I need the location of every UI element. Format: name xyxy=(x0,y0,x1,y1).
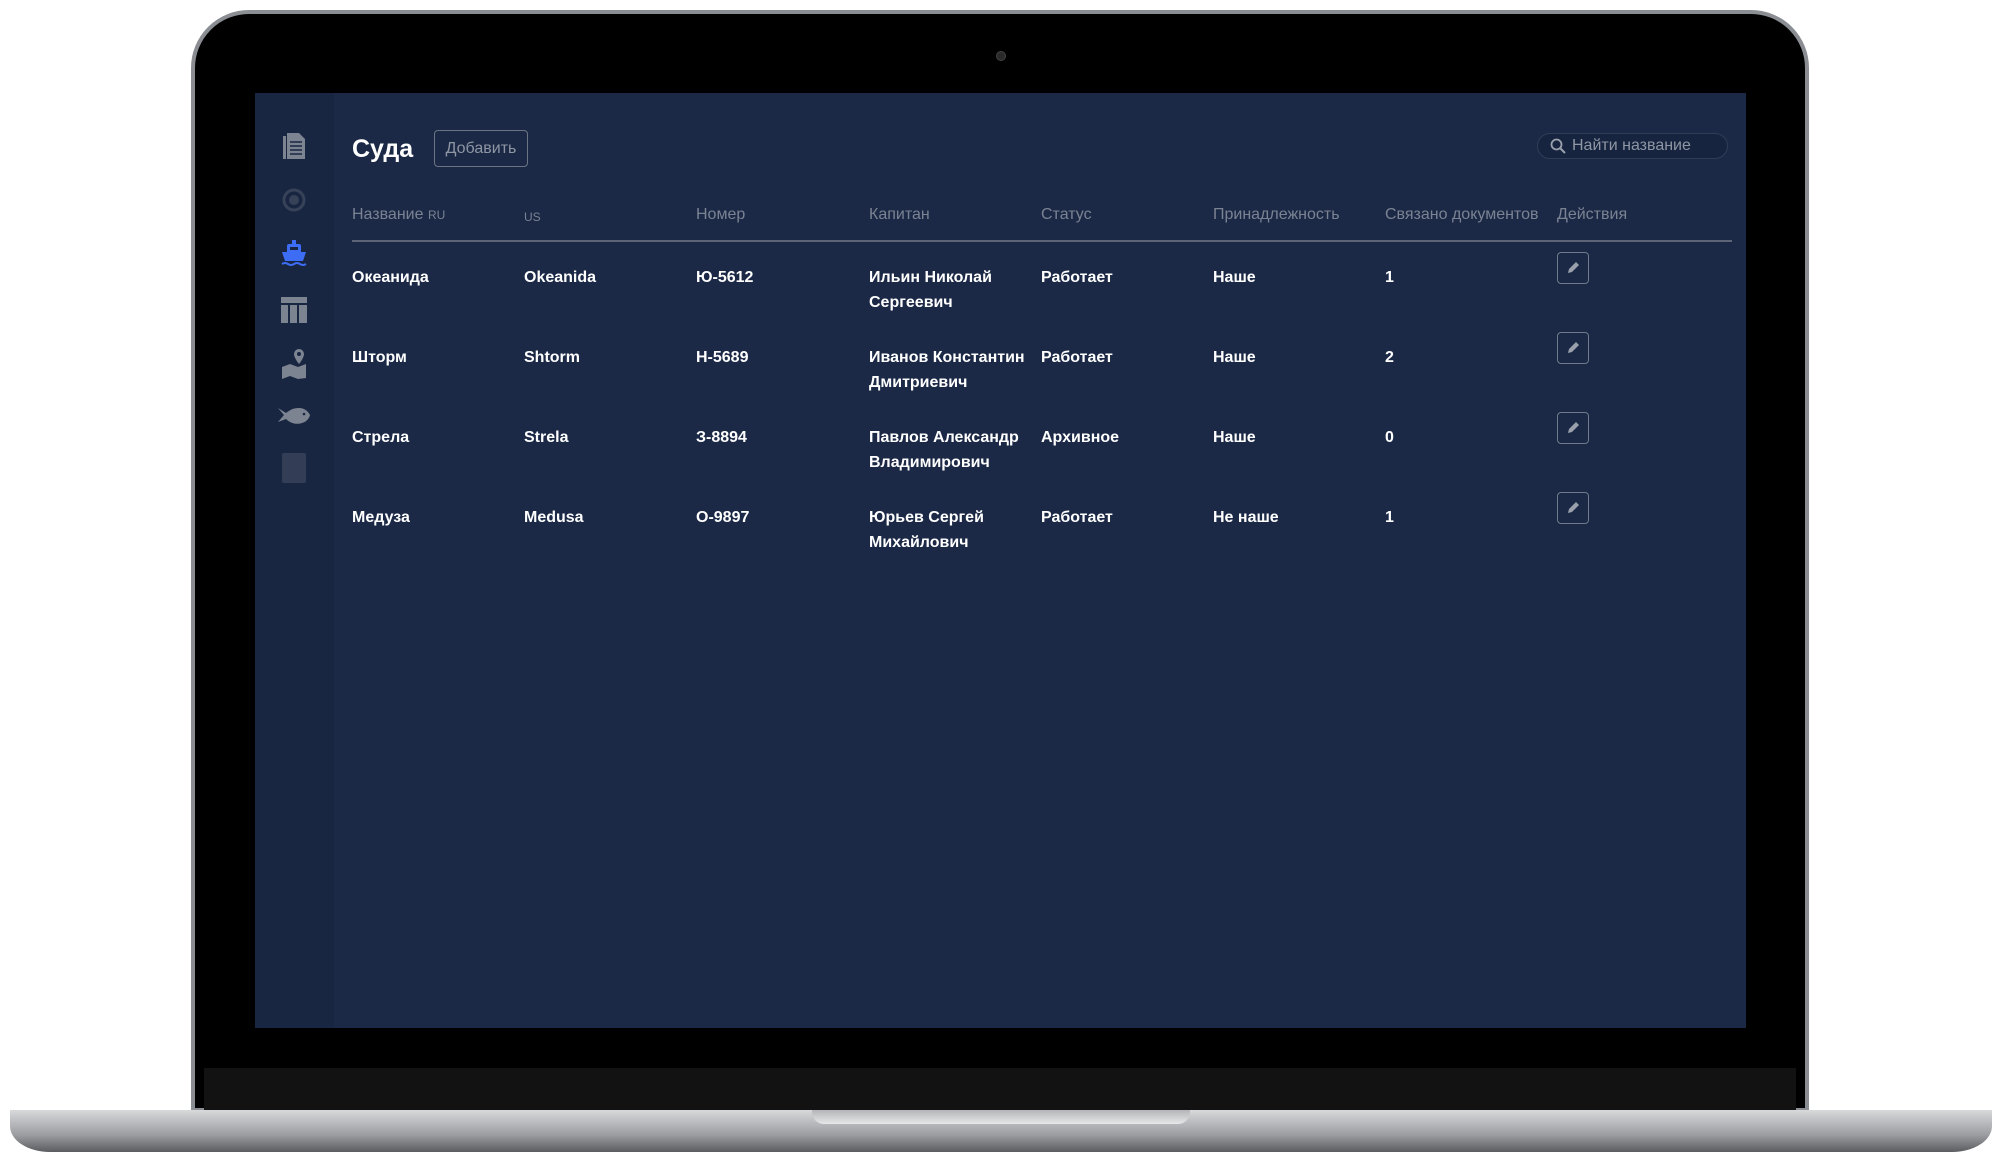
cell-name-us: Okeanida xyxy=(524,269,597,286)
layout-icon[interactable] xyxy=(277,293,311,327)
cell-number: Н-5689 xyxy=(696,349,749,366)
add-button[interactable]: Добавить xyxy=(434,130,528,167)
search-input[interactable] xyxy=(1572,137,1722,155)
cell-name-us: Shtorm xyxy=(524,349,580,366)
pencil-icon xyxy=(1568,422,1579,433)
cell-number: З-8894 xyxy=(696,429,747,446)
laptop-chin xyxy=(204,1068,1796,1110)
header-ownership[interactable]: Принадлежность xyxy=(1213,206,1340,223)
cell-docs: 1 xyxy=(1385,269,1394,286)
timer-icon[interactable] xyxy=(277,183,311,217)
pencil-icon xyxy=(1568,262,1579,273)
header-name-ru[interactable]: Название RU xyxy=(352,206,445,224)
edit-button[interactable] xyxy=(1557,252,1589,284)
cell-captain: Павлов Александр Владимирович xyxy=(869,429,1019,471)
cell-status: Работает xyxy=(1041,269,1113,286)
table-row[interactable]: Стрела Strela З-8894 Павлов Александр Влади… xyxy=(255,412,1746,505)
cell-status: Архивное xyxy=(1041,429,1120,446)
search-icon xyxy=(1550,138,1566,154)
cell-number: Ю-5612 xyxy=(696,269,754,286)
cell-status: Работает xyxy=(1041,509,1113,526)
report-icon[interactable] xyxy=(277,451,311,485)
cell-name-ru: Шторм xyxy=(352,349,407,366)
edit-button[interactable] xyxy=(1557,412,1589,444)
table-row[interactable]: Шторм Shtorm Н-5689 Иванов Константин Дмитр… xyxy=(255,332,1746,425)
cell-name-ru: Океанида xyxy=(352,269,429,286)
ship-icon[interactable] xyxy=(277,237,311,271)
cell-ownership: Наше xyxy=(1213,429,1256,446)
laptop-notch xyxy=(812,1110,1190,1124)
header-number[interactable]: Номер xyxy=(696,206,746,223)
header-name-us[interactable]: US xyxy=(524,210,541,224)
search-box[interactable] xyxy=(1537,133,1728,159)
cell-name-us: Medusa xyxy=(524,509,584,526)
cell-ownership: Не наше xyxy=(1213,509,1279,526)
camera xyxy=(996,51,1006,61)
header-status[interactable]: Статус xyxy=(1041,206,1092,223)
cell-number: О-9897 xyxy=(696,509,750,526)
fish-icon[interactable] xyxy=(277,398,311,432)
header-actions: Действия xyxy=(1557,206,1628,223)
cell-docs: 1 xyxy=(1385,509,1394,526)
cell-name-ru: Стрела xyxy=(352,429,410,446)
cell-captain: Ильин Николай Сергеевич xyxy=(869,269,992,311)
header-docs[interactable]: Связано документов xyxy=(1385,206,1539,223)
map-pin-icon[interactable] xyxy=(277,347,311,381)
cell-name-us: Strela xyxy=(524,429,569,446)
sidebar xyxy=(255,93,334,1028)
cell-docs: 2 xyxy=(1385,349,1394,366)
header-label: Название xyxy=(352,206,424,223)
pencil-icon xyxy=(1568,342,1579,353)
cell-ownership: Наше xyxy=(1213,349,1256,366)
app-screen: Суда Добавить Название RU US Номер Капит… xyxy=(255,93,1746,1028)
edit-button[interactable] xyxy=(1557,492,1589,524)
cell-docs: 0 xyxy=(1385,429,1394,446)
cell-captain: Юрьев Сергей Михайлович xyxy=(869,509,984,551)
document-icon[interactable] xyxy=(277,129,311,163)
table-row[interactable]: Океанида Okeanida Ю-5612 Ильин Николай Серг… xyxy=(255,252,1746,345)
cell-name-ru: Медуза xyxy=(352,509,410,526)
cell-captain: Иванов Константин Дмитриевич xyxy=(869,349,1025,391)
pencil-icon xyxy=(1568,502,1579,513)
header-divider xyxy=(352,240,1732,242)
cell-ownership: Наше xyxy=(1213,269,1256,286)
header-suffix: RU xyxy=(427,208,446,222)
header-captain[interactable]: Капитан xyxy=(869,206,930,223)
edit-button[interactable] xyxy=(1557,332,1589,364)
page-title: Суда xyxy=(352,135,414,163)
table-row[interactable]: Медуза Medusa О-9897 Юрьев Сергей Михайлови… xyxy=(255,492,1746,585)
cell-status: Работает xyxy=(1041,349,1113,366)
